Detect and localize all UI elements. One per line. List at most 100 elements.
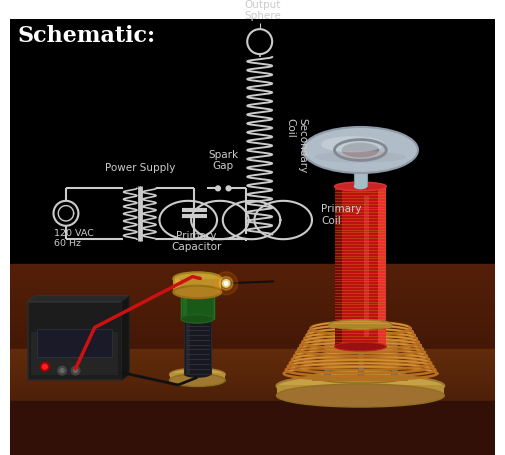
Bar xyxy=(10,283,495,284)
Bar xyxy=(10,379,495,380)
Bar xyxy=(10,357,495,358)
Bar xyxy=(31,332,118,375)
Bar xyxy=(10,370,495,372)
Ellipse shape xyxy=(276,384,444,407)
Bar xyxy=(10,324,495,325)
Bar xyxy=(10,361,495,362)
Bar xyxy=(10,403,495,404)
Ellipse shape xyxy=(181,288,214,296)
Bar xyxy=(10,389,495,390)
Bar xyxy=(10,277,495,278)
Bar xyxy=(10,383,495,384)
Circle shape xyxy=(219,277,233,290)
Bar xyxy=(10,425,495,426)
Bar xyxy=(10,414,495,415)
Bar xyxy=(10,276,495,277)
Bar xyxy=(10,368,495,369)
Bar xyxy=(358,340,363,376)
Bar xyxy=(10,388,495,389)
Bar xyxy=(10,369,495,370)
Bar xyxy=(10,274,495,275)
Bar xyxy=(10,448,495,449)
Bar xyxy=(10,322,495,323)
Bar xyxy=(10,362,495,363)
Bar xyxy=(10,386,495,387)
Bar xyxy=(10,312,495,313)
Bar xyxy=(10,272,495,273)
Circle shape xyxy=(40,363,49,371)
Bar xyxy=(10,347,495,348)
Bar xyxy=(10,281,495,283)
Bar xyxy=(10,350,495,351)
Bar xyxy=(10,382,495,383)
Bar xyxy=(10,389,495,390)
Bar xyxy=(10,345,495,346)
Bar xyxy=(10,384,495,385)
Bar xyxy=(10,356,495,357)
Bar xyxy=(10,385,495,386)
Bar xyxy=(10,375,495,376)
Bar xyxy=(10,437,495,438)
Bar xyxy=(10,399,495,400)
Bar xyxy=(10,394,495,395)
Circle shape xyxy=(71,366,80,375)
Bar xyxy=(10,435,495,436)
Bar xyxy=(10,445,495,446)
Polygon shape xyxy=(28,296,129,302)
Bar xyxy=(10,430,495,431)
Bar xyxy=(10,317,495,318)
Bar xyxy=(10,290,495,291)
Bar xyxy=(354,171,367,187)
Bar xyxy=(10,352,495,354)
Text: Spark
Gap: Spark Gap xyxy=(208,150,238,171)
Bar xyxy=(10,423,495,425)
Bar xyxy=(10,267,495,268)
Text: Secondary
Coil: Secondary Coil xyxy=(286,118,307,173)
Bar xyxy=(10,338,495,339)
Bar xyxy=(10,426,495,427)
Bar xyxy=(10,388,495,389)
Bar xyxy=(10,400,495,401)
Bar xyxy=(10,336,495,337)
Bar xyxy=(10,377,495,378)
Circle shape xyxy=(226,186,231,191)
Bar xyxy=(10,356,495,357)
Bar xyxy=(10,391,495,392)
Bar xyxy=(10,422,495,423)
Ellipse shape xyxy=(184,315,211,322)
Bar xyxy=(378,187,386,347)
Bar xyxy=(10,395,495,396)
Bar xyxy=(10,385,495,386)
Bar xyxy=(10,341,495,342)
Bar xyxy=(10,444,495,445)
Bar xyxy=(10,408,495,409)
Ellipse shape xyxy=(170,368,225,381)
Bar xyxy=(184,319,211,374)
Bar xyxy=(10,427,495,428)
Bar xyxy=(10,390,495,391)
Circle shape xyxy=(42,364,47,369)
Bar xyxy=(10,310,495,311)
Circle shape xyxy=(216,186,220,191)
Ellipse shape xyxy=(276,374,444,398)
Bar xyxy=(10,367,495,368)
Bar xyxy=(10,355,495,356)
Bar xyxy=(10,454,495,455)
Bar xyxy=(10,295,495,296)
Bar xyxy=(10,372,495,373)
Ellipse shape xyxy=(173,286,221,298)
Bar xyxy=(10,398,495,399)
Bar xyxy=(10,380,495,381)
Ellipse shape xyxy=(184,371,211,378)
Bar xyxy=(10,375,495,376)
Bar xyxy=(10,440,495,441)
Bar xyxy=(10,359,495,360)
Circle shape xyxy=(224,281,228,285)
Bar xyxy=(10,344,495,345)
Bar xyxy=(10,420,495,421)
Bar xyxy=(10,412,495,413)
Bar xyxy=(10,443,495,444)
Bar xyxy=(10,432,495,433)
Bar xyxy=(10,382,495,383)
Bar xyxy=(10,367,495,368)
